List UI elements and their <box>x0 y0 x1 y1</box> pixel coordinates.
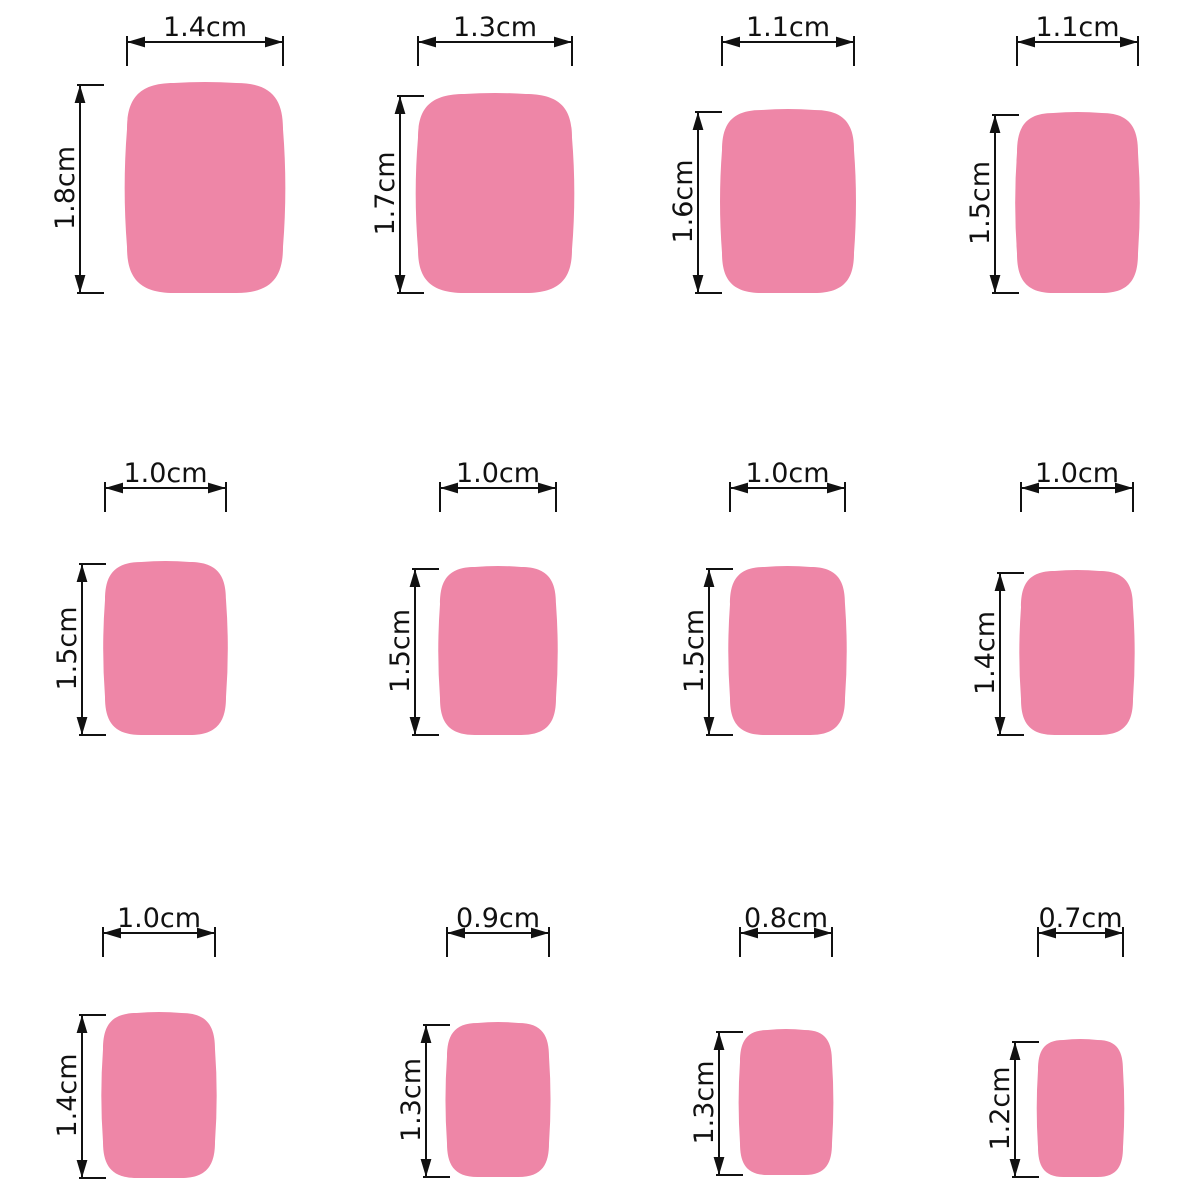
width-label: 0.8cm <box>744 903 828 934</box>
height-label: 1.7cm <box>370 151 401 235</box>
height-label: 1.5cm <box>52 606 83 690</box>
nail-shape <box>124 82 286 293</box>
nail: 1.3cm 1.7cm <box>370 12 575 294</box>
nail: 1.0cm 1.5cm <box>52 458 228 736</box>
nail: 1.1cm 1.6cm <box>668 12 856 294</box>
nail-shape <box>1015 112 1140 293</box>
nail-shape <box>415 93 575 293</box>
nail-shape <box>1036 1039 1125 1177</box>
nail: 0.9cm 1.3cm <box>396 903 551 1178</box>
width-label: 1.3cm <box>453 12 537 43</box>
height-label: 1.5cm <box>385 609 416 693</box>
height-label: 1.5cm <box>679 609 710 693</box>
width-label: 1.0cm <box>123 458 207 489</box>
nail: 1.0cm 1.4cm <box>970 458 1135 736</box>
width-label: 0.9cm <box>456 903 540 934</box>
height-label: 1.3cm <box>689 1060 720 1144</box>
height-label: 1.5cm <box>965 161 996 245</box>
nail-shape <box>445 1022 551 1177</box>
nail-shape <box>1019 570 1135 735</box>
width-label: 1.1cm <box>746 12 830 43</box>
nail: 0.8cm 1.3cm <box>689 903 834 1176</box>
width-label: 1.0cm <box>117 903 201 934</box>
nail: 1.0cm 1.5cm <box>385 458 558 736</box>
height-label: 1.8cm <box>50 146 81 230</box>
nail-shape <box>738 1029 834 1175</box>
nail-shape <box>438 566 558 735</box>
width-label: 1.0cm <box>456 458 540 489</box>
nail: 0.7cm 1.2cm <box>985 903 1125 1178</box>
nail: 1.0cm 1.4cm <box>52 903 217 1179</box>
nail-shape <box>103 561 228 735</box>
height-label: 1.4cm <box>52 1053 83 1137</box>
nail-shape <box>101 1012 217 1178</box>
width-label: 0.7cm <box>1038 903 1122 934</box>
nail: 1.1cm 1.5cm <box>965 12 1140 294</box>
width-label: 1.1cm <box>1035 12 1119 43</box>
width-label: 1.0cm <box>1035 458 1119 489</box>
height-label: 1.2cm <box>985 1066 1016 1150</box>
height-label: 1.3cm <box>396 1058 427 1142</box>
nail: 1.4cm 1.8cm <box>50 12 286 294</box>
height-label: 1.6cm <box>668 159 699 243</box>
nail-shape <box>720 109 856 293</box>
width-label: 1.4cm <box>163 12 247 43</box>
width-label: 1.0cm <box>745 458 829 489</box>
height-label: 1.4cm <box>970 611 1001 695</box>
nail-shape <box>728 566 847 735</box>
nail: 1.0cm 1.5cm <box>679 458 847 736</box>
